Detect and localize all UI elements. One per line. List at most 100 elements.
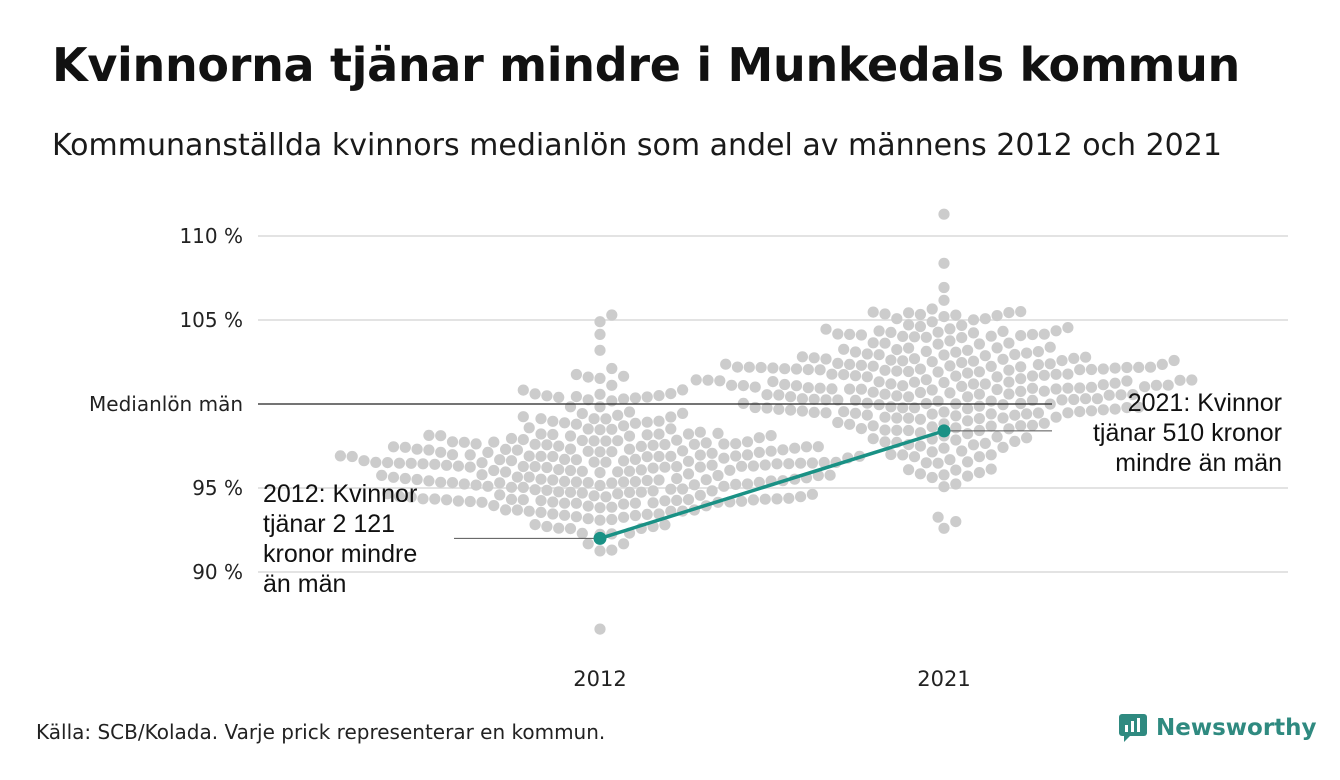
data-dot-2012	[470, 479, 482, 491]
data-dot-2021	[926, 303, 938, 315]
data-dot-2012	[653, 415, 665, 427]
data-dot-2012	[488, 500, 500, 512]
data-dot-2021	[785, 404, 797, 416]
y-tick-label: 110 %	[179, 224, 243, 248]
data-dot-2012	[677, 483, 689, 495]
data-dot-2012	[700, 437, 712, 449]
data-dot-2012	[494, 477, 506, 489]
data-dot-2021	[1074, 364, 1086, 376]
data-dot-2012	[423, 429, 435, 441]
data-dot-2012	[423, 444, 435, 456]
data-dot-2021	[855, 383, 868, 395]
data-dot-2012	[671, 434, 683, 446]
data-dot-2012	[594, 344, 606, 356]
data-dot-2012	[812, 441, 824, 453]
data-dot-2021	[1150, 379, 1162, 391]
data-dot-2021	[1127, 389, 1139, 401]
data-dot-2012	[629, 453, 642, 465]
data-dot-2021	[897, 402, 909, 414]
data-dot-2021	[1015, 385, 1027, 397]
data-dot-2021	[879, 411, 891, 423]
data-dot-2012	[606, 501, 618, 513]
data-dot-2021	[932, 457, 944, 469]
chart-subtitle: Kommunanställda kvinnors medianlön som a…	[52, 128, 1222, 163]
data-dot-2012	[783, 458, 795, 470]
data-dot-2021	[761, 389, 773, 401]
data-dot-2012	[618, 538, 630, 550]
data-dot-2012	[429, 493, 441, 505]
data-dot-2021	[1038, 417, 1050, 429]
data-dot-2012	[564, 430, 577, 442]
data-dot-2021	[938, 406, 950, 418]
data-dot-2012	[700, 474, 712, 486]
data-dot-2012	[665, 388, 677, 400]
data-dot-2021	[1068, 393, 1080, 406]
data-dot-2021	[1021, 432, 1033, 444]
data-dot-2021	[973, 467, 986, 479]
data-dot-2012	[547, 428, 559, 441]
data-dot-2012	[411, 443, 423, 455]
data-dot-2021	[903, 464, 915, 476]
data-dot-2012	[505, 455, 518, 467]
data-dot-2021	[1050, 368, 1062, 380]
y-tick-label: Medianlön män	[89, 392, 243, 416]
data-dot-2012	[488, 436, 500, 448]
data-dot-2012	[641, 451, 653, 463]
data-dot-2021	[908, 376, 921, 388]
data-dot-2021	[938, 281, 950, 294]
data-dot-2021	[1009, 409, 1021, 421]
data-dot-2021	[891, 412, 903, 424]
data-dot-2021	[1015, 361, 1027, 373]
data-dot-2012	[759, 493, 771, 505]
data-dot-2012	[547, 496, 559, 508]
data-dot-2012	[517, 481, 529, 493]
data-dot-2012	[641, 391, 653, 403]
data-dot-2012	[647, 485, 659, 497]
data-dot-2012	[641, 416, 653, 428]
data-dot-2021	[1097, 404, 1109, 416]
data-dot-2021	[1121, 375, 1133, 387]
data-dot-2012	[594, 514, 606, 526]
data-dot-2012	[747, 460, 760, 472]
data-dot-2012	[529, 438, 541, 450]
data-dot-2021	[914, 440, 927, 452]
data-dot-2012	[623, 406, 636, 418]
data-dot-2012	[694, 489, 706, 501]
data-dot-2021	[743, 361, 755, 373]
data-dot-2021	[714, 375, 726, 387]
data-dot-2021	[1109, 362, 1121, 374]
data-dot-2012	[618, 455, 630, 467]
data-dot-2012	[671, 461, 683, 473]
data-dot-2012	[441, 494, 453, 506]
data-dot-2012	[594, 545, 606, 557]
data-dot-2012	[612, 488, 624, 500]
x-tick-label: 2021	[917, 667, 970, 691]
data-dot-2021	[808, 393, 820, 405]
data-dot-2012	[446, 477, 459, 489]
data-dot-2012	[476, 496, 488, 508]
data-dot-2012	[517, 411, 529, 423]
data-dot-2021	[1068, 352, 1080, 364]
data-dot-2012	[594, 502, 606, 514]
data-dot-2021	[950, 410, 962, 422]
data-dot-2021	[985, 330, 997, 342]
data-dot-2012	[535, 473, 547, 485]
data-dot-2021	[991, 310, 1003, 322]
data-dot-2021	[867, 306, 879, 318]
data-dot-2012	[635, 440, 647, 452]
data-dot-2012	[582, 538, 594, 550]
data-dot-2021	[873, 376, 885, 388]
data-dot-2012	[718, 438, 730, 450]
data-dot-2021	[885, 401, 897, 413]
data-dot-2021	[779, 378, 791, 391]
data-dot-2012	[334, 450, 346, 462]
data-dot-2021	[749, 401, 761, 414]
data-dot-2021	[1015, 306, 1027, 318]
data-dot-2021	[903, 424, 915, 437]
data-dot-2021	[973, 388, 986, 400]
data-dot-2012	[677, 445, 689, 457]
annotation-line: kronor mindre	[263, 540, 417, 568]
data-dot-2012	[564, 443, 577, 455]
data-dot-2012	[576, 487, 588, 499]
data-dot-2012	[795, 457, 807, 469]
